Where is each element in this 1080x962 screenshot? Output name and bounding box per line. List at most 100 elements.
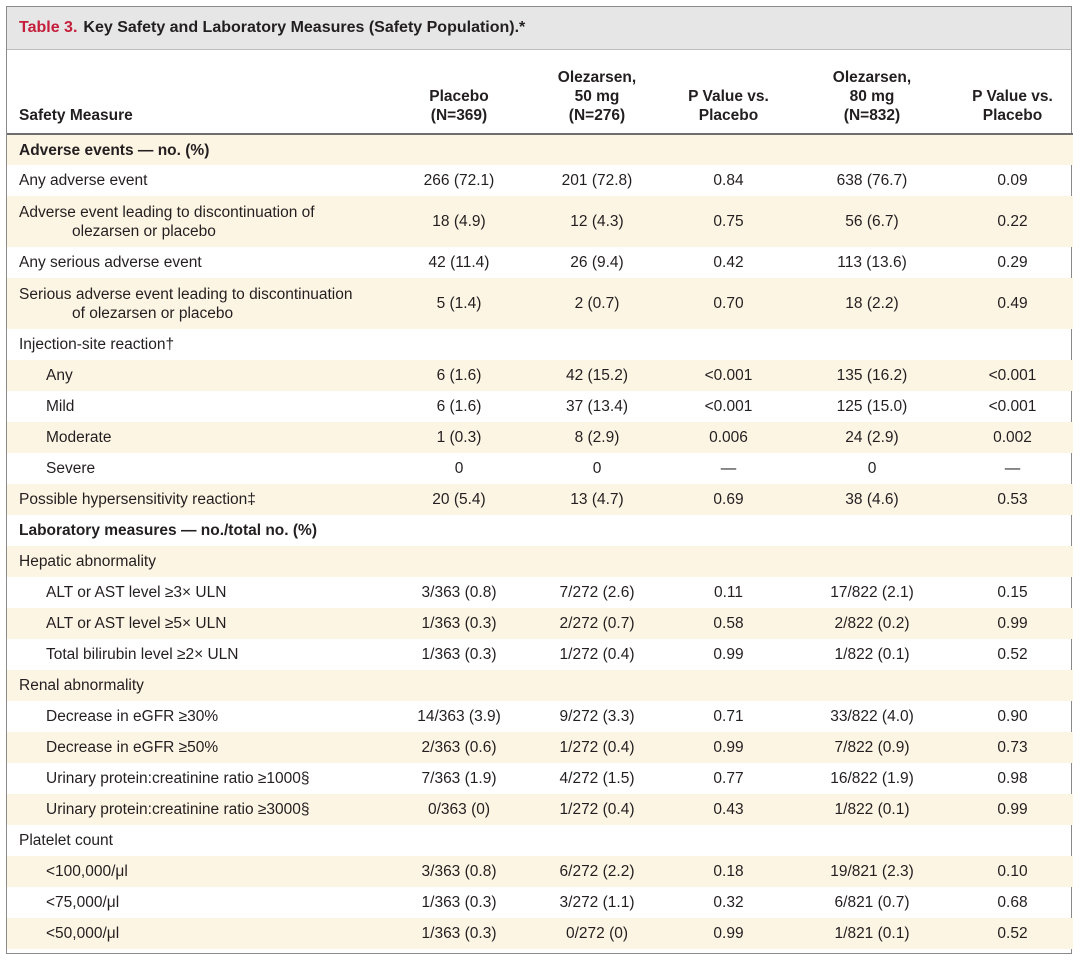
p-value-50mg: — <box>720 460 737 477</box>
p-value-50mg: 0.75 <box>713 213 744 230</box>
p-value-50mg: 0.43 <box>713 801 744 818</box>
p-value-80mg: 0.29 <box>997 254 1028 271</box>
p-value-80mg: 0.90 <box>997 708 1028 725</box>
placebo-value: 266 (72.1) <box>423 172 495 189</box>
table-title-text: Key Safety and Laboratory Measures (Safe… <box>83 19 526 36</box>
p-value-80mg: 0.98 <box>997 770 1028 787</box>
table-row: ALT or AST level ≥3× ULN 3/363 (0.8) 7/272… <box>7 577 1073 608</box>
p-value-50mg: <0.001 <box>704 367 753 384</box>
p-value-50mg <box>665 329 792 360</box>
placebo-value: 18 (4.9) <box>432 213 486 230</box>
group-header-row: Platelet count <box>7 825 1073 856</box>
olezarsen-50mg-value: 1/272 (0.4) <box>559 646 635 663</box>
olezarsen-80mg-value: 16/822 (1.9) <box>830 770 914 787</box>
section-header-row: Adverse events — no. (%) <box>7 134 1073 165</box>
p-value-50mg: 0.32 <box>713 894 744 911</box>
table-row: Adverse event leading to discontinuation… <box>7 196 1073 247</box>
row-label: Adverse event leading to discontinuation… <box>19 203 315 240</box>
table-row: Urinary protein:creatinine ratio ≥1000§ 7… <box>7 763 1073 794</box>
row-label: Any serious adverse event <box>19 254 202 271</box>
table-row: <75,000/μl 1/363 (0.3) 3/272 (1.1) 0.32 6/82… <box>7 887 1073 918</box>
row-label: Total bilirubin level ≥2× ULN <box>46 646 239 663</box>
row-label: Mild <box>46 398 75 415</box>
olezarsen-50mg-value <box>529 670 665 701</box>
p-value-80mg <box>952 670 1073 701</box>
table-row: Decrease in eGFR ≥50% 2/363 (0.6) 1/272 (0… <box>7 732 1073 763</box>
group-header-row: Hepatic abnormality <box>7 546 1073 577</box>
olezarsen-80mg-value: 19/821 (2.3) <box>830 863 914 880</box>
row-label: Adverse events — no. (%) <box>19 141 210 159</box>
placebo-value: 14/363 (3.9) <box>417 708 501 725</box>
p-value-80mg <box>952 134 1073 165</box>
olezarsen-80mg-value: 17/822 (2.1) <box>830 584 914 601</box>
p-value-80mg: 0.52 <box>997 646 1028 663</box>
p-value-50mg: 0.70 <box>713 295 744 312</box>
olezarsen-80mg-value <box>792 515 952 546</box>
olezarsen-50mg-value <box>529 825 665 856</box>
table-number: Table 3. <box>19 19 78 36</box>
placebo-value: 3/363 (0.8) <box>421 863 497 880</box>
olezarsen-80mg-value: 1/821 (0.1) <box>834 925 910 942</box>
placebo-value: 20 (5.4) <box>432 491 486 508</box>
placebo-value: 1/363 (0.3) <box>421 894 497 911</box>
table-row: Possible hypersensitivity reaction‡ 20 (5… <box>7 484 1073 515</box>
placebo-value: 1/363 (0.3) <box>421 925 497 942</box>
placebo-value <box>389 329 529 360</box>
p-value-50mg: 0.42 <box>713 254 744 271</box>
header-p-value-50mg: P Value vs. Placebo <box>665 50 792 135</box>
placebo-value: 0/363 (0) <box>427 801 491 818</box>
row-label: <50,000/μl <box>46 925 120 942</box>
p-value-50mg: <0.001 <box>704 398 753 415</box>
p-value-80mg: — <box>1004 460 1021 477</box>
p-value-80mg: 0.73 <box>997 739 1028 756</box>
placebo-value: 1 (0.3) <box>436 429 482 446</box>
p-value-80mg: 0.53 <box>997 491 1028 508</box>
table-row: Decrease in eGFR ≥30% 14/363 (3.9) 9/272 (… <box>7 701 1073 732</box>
olezarsen-80mg-value <box>792 546 952 577</box>
header-olezarsen-80mg: Olezarsen, 80 mg (N=832) <box>792 50 952 135</box>
olezarsen-80mg-value: 2/822 (0.2) <box>834 615 910 632</box>
olezarsen-50mg-value: 13 (4.7) <box>570 491 624 508</box>
table-row: Any adverse event 266 (72.1) 201 (72.8) 0.8… <box>7 165 1073 196</box>
olezarsen-80mg-value: 38 (4.6) <box>845 491 899 508</box>
placebo-value: 2/363 (0.6) <box>421 739 497 756</box>
olezarsen-50mg-value: 0 <box>592 460 602 477</box>
p-value-80mg: 0.15 <box>997 584 1028 601</box>
olezarsen-50mg-value: 2 (0.7) <box>574 295 620 312</box>
p-value-80mg: 0.68 <box>997 894 1028 911</box>
olezarsen-80mg-value: 0 <box>867 460 877 477</box>
p-value-80mg: 0.49 <box>997 295 1028 312</box>
table-body: Adverse events — no. (%) Any adverse even… <box>7 134 1073 949</box>
p-value-80mg: <0.001 <box>988 367 1037 384</box>
row-label: <100,000/μl <box>46 863 128 880</box>
header-olezarsen-50mg: Olezarsen, 50 mg (N=276) <box>529 50 665 135</box>
placebo-value <box>389 134 529 165</box>
olezarsen-50mg-value: 6/272 (2.2) <box>559 863 635 880</box>
placebo-value: 6 (1.6) <box>436 398 482 415</box>
p-value-50mg: 0.11 <box>713 584 744 601</box>
olezarsen-80mg-value: 135 (16.2) <box>836 367 908 384</box>
olezarsen-80mg-value <box>792 825 952 856</box>
p-value-50mg: 0.006 <box>709 429 748 446</box>
p-value-50mg <box>665 825 792 856</box>
p-value-80mg: 0.002 <box>993 429 1032 446</box>
table-row: Urinary protein:creatinine ratio ≥3000§ 0… <box>7 794 1073 825</box>
table-row: Moderate 1 (0.3) 8 (2.9) 0.006 24 (2.9) 0.002 <box>7 422 1073 453</box>
olezarsen-50mg-value: 9/272 (3.3) <box>559 708 635 725</box>
placebo-value: 7/363 (1.9) <box>421 770 497 787</box>
group-header-row: Renal abnormality <box>7 670 1073 701</box>
row-label: Hepatic abnormality <box>19 553 156 570</box>
p-value-50mg <box>665 134 792 165</box>
p-value-50mg <box>665 515 792 546</box>
p-value-80mg: 0.99 <box>997 801 1028 818</box>
p-value-50mg <box>665 546 792 577</box>
placebo-value: 42 (11.4) <box>428 254 490 271</box>
olezarsen-50mg-value: 1/272 (0.4) <box>559 801 635 818</box>
p-value-50mg: 0.58 <box>713 615 744 632</box>
row-label: Serious adverse event leading to discont… <box>19 285 353 322</box>
olezarsen-80mg-value <box>792 670 952 701</box>
p-value-80mg: 0.10 <box>997 863 1028 880</box>
group-header-row: Injection-site reaction† <box>7 329 1073 360</box>
olezarsen-80mg-value: 18 (2.2) <box>845 295 899 312</box>
olezarsen-50mg-value: 201 (72.8) <box>561 172 633 189</box>
